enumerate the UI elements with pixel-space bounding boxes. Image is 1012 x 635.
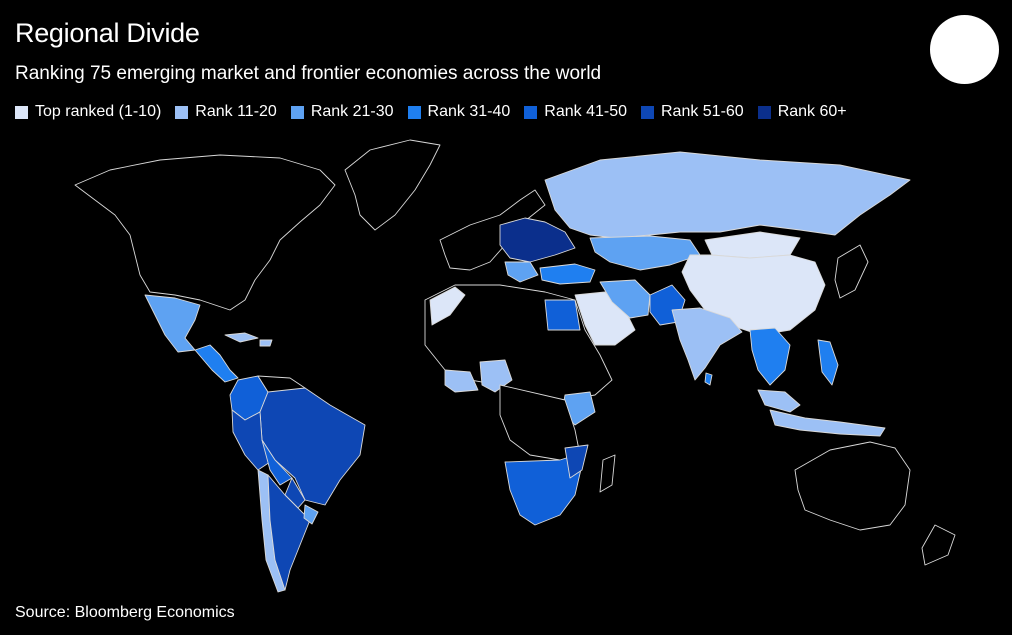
legend-label: Rank 41-50 [544, 103, 627, 120]
map-region-russia [544, 151, 911, 239]
map-region-eastern-europe [499, 217, 576, 263]
legend-label: Top ranked (1-10) [35, 103, 162, 120]
legend-label: Rank 51-60 [660, 103, 744, 120]
map-region-north-america [74, 154, 336, 311]
map-region-indonesia [769, 409, 886, 437]
legend-item-top: Top ranked (1-10) [15, 103, 161, 121]
map-region-iran [599, 279, 651, 319]
legend-swatch [290, 105, 304, 119]
map-region-india [671, 307, 743, 381]
legend-label: Rank 21-30 [310, 103, 394, 120]
world-map [74, 139, 956, 593]
legend-item-21-30: Rank 21-30 [290, 103, 394, 121]
map-region-bolivia [261, 439, 293, 486]
map-region-japan [834, 244, 869, 299]
legend-label: Rank 31-40 [427, 103, 511, 120]
map-region-central-america [194, 344, 239, 383]
map-region-morocco [429, 286, 466, 326]
map-region-kazakhstan [589, 235, 701, 271]
map-region-sri-lanka [704, 372, 713, 386]
legend-swatch [15, 105, 28, 119]
map-region-new-zealand [921, 524, 956, 566]
chart-subtitle: Ranking 75 emerging market and frontier … [15, 63, 602, 84]
legend-item-51-60: Rank 51-60 [640, 103, 744, 121]
map-region-mexico [144, 294, 201, 353]
map-region-caribbean-2 [259, 339, 273, 347]
legend-label: Rank 11-20 [195, 103, 277, 120]
map-region-madagascar [599, 454, 616, 493]
map-region-balkans [504, 261, 539, 283]
map-region-philippines [817, 339, 839, 386]
chart-title: Regional Divide [15, 18, 200, 48]
circle-logo-icon [930, 15, 999, 84]
map-region-australia [794, 441, 911, 531]
legend-swatch [640, 105, 654, 119]
source-note: Source: Bloomberg Economics [15, 604, 235, 621]
legend: Top ranked (1-10) Rank 11-20 Rank 21-30 … [15, 103, 861, 121]
legend-item-41-50: Rank 41-50 [524, 103, 627, 121]
map-region-west-africa [444, 369, 479, 393]
legend-label: Rank 60+ [777, 103, 847, 120]
map-region-southeast-asia [749, 327, 791, 386]
map-region-malaysia [757, 389, 801, 413]
map-region-greenland [344, 139, 441, 231]
legend-item-11-20: Rank 11-20 [175, 103, 277, 121]
legend-item-31-40: Rank 31-40 [407, 103, 511, 121]
map-region-mozambique [564, 444, 589, 479]
map-region-argentina [267, 474, 311, 591]
map-region-uruguay [303, 504, 319, 525]
map-region-egypt [544, 299, 581, 331]
legend-swatch [407, 105, 421, 119]
legend-swatch [524, 105, 538, 119]
legend-swatch [175, 105, 189, 119]
legend-item-60-plus: Rank 60+ [757, 103, 847, 121]
map-region-mongolia [704, 231, 801, 259]
legend-swatch [757, 105, 771, 119]
map-region-turkey [539, 263, 596, 285]
map-region-caribbean [224, 332, 259, 343]
